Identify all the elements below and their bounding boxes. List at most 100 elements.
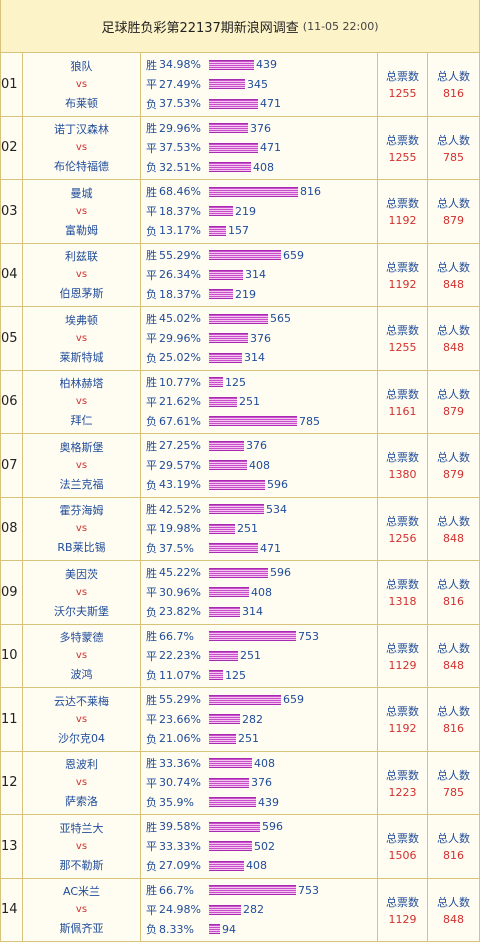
stat-bar	[209, 162, 251, 173]
stat-percent: 37.53%	[159, 141, 201, 155]
away-team-link[interactable]: 富勒姆	[65, 223, 98, 237]
match-row: 13 亚特兰大 vs 那不勒斯 胜 39.58% 596 平 33.33% 50…	[1, 815, 479, 879]
total-votes-label: 总票数	[386, 451, 419, 465]
vs-label: vs	[75, 904, 88, 916]
away-team-link[interactable]: 斯佩齐亚	[59, 922, 104, 936]
stat-bar	[209, 631, 296, 642]
home-team-link[interactable]: 埃弗顿	[65, 313, 98, 327]
match-number: 11	[1, 688, 23, 751]
stat-lose: 负 25.02% 314	[146, 349, 377, 367]
title-text: 足球胜负彩第22137期新浪网调查	[101, 20, 299, 36]
away-team-link[interactable]: 布伦特福德	[54, 160, 109, 174]
away-team-link[interactable]: 波鸿	[70, 668, 93, 682]
home-team-link[interactable]: 利兹联	[65, 250, 98, 264]
away-team-link[interactable]: RB莱比锡	[57, 541, 106, 555]
total-people-label: 总人数	[437, 514, 470, 528]
total-votes-label: 总票数	[386, 768, 419, 782]
stat-draw: 平 23.66% 282	[146, 710, 377, 728]
away-team-link[interactable]: 沃尔夫斯堡	[54, 604, 109, 618]
total-people: 总人数 848	[428, 879, 479, 942]
vs-label: vs	[75, 205, 88, 217]
home-team-link[interactable]: 柏林赫塔	[59, 377, 104, 391]
stat-count: 376	[250, 331, 271, 345]
stat-percent: 68.46%	[159, 185, 201, 199]
total-people: 总人数 816	[428, 561, 479, 624]
total-people: 总人数 879	[428, 180, 479, 243]
stat-count: 125	[225, 375, 246, 389]
home-team-link[interactable]: AC米兰	[62, 885, 100, 899]
stat-label: 平	[146, 713, 157, 727]
home-team-link[interactable]: 恩波利	[65, 758, 98, 772]
stat-bar	[209, 523, 235, 534]
match-row: 04 利兹联 vs 伯恩茅斯 胜 55.29% 659 平 26.34% 314…	[1, 243, 479, 307]
stat-count: 753	[298, 883, 319, 897]
stat-percent: 23.82%	[159, 605, 201, 619]
total-people: 总人数 848	[428, 307, 479, 370]
stat-label: 平	[146, 205, 157, 219]
stat-count: 659	[283, 248, 304, 262]
stat-bar	[209, 313, 268, 324]
total-people-value: 848	[443, 912, 464, 926]
stat-label: 胜	[146, 820, 157, 834]
match-stats: 胜 33.36% 408 平 30.74% 376 负 35.9% 439	[141, 751, 378, 814]
total-votes-label: 总票数	[386, 895, 419, 909]
stat-win: 胜 39.58% 596	[146, 818, 377, 836]
match-row: 11 云达不莱梅 vs 沙尔克04 胜 55.29% 659 平 23.66% …	[1, 688, 479, 752]
stat-percent: 37.53%	[159, 97, 201, 111]
stat-percent: 43.19%	[159, 478, 201, 492]
match-stats: 胜 66.7% 753 平 22.23% 251 负 11.07% 125	[141, 624, 378, 687]
stat-bar	[209, 377, 223, 388]
match-stats: 胜 68.46% 816 平 18.37% 219 负 13.17% 157	[141, 180, 378, 243]
stat-win: 胜 29.96% 376	[146, 119, 377, 137]
stat-label: 负	[146, 161, 157, 175]
stat-bar	[209, 606, 240, 617]
stat-label: 平	[146, 776, 157, 790]
away-team-link[interactable]: 萨索洛	[65, 795, 98, 809]
total-votes-value: 1256	[388, 531, 417, 545]
home-team-link[interactable]: 亚特兰大	[59, 821, 104, 835]
stat-count: 408	[251, 585, 272, 599]
home-team-link[interactable]: 狼队	[70, 59, 93, 73]
match-number: 09	[1, 561, 23, 624]
stat-count: 282	[242, 712, 263, 726]
home-team-link[interactable]: 霍芬海姆	[59, 504, 104, 518]
home-team-link[interactable]: 多特蒙德	[59, 631, 104, 645]
total-votes-value: 1192	[388, 277, 417, 291]
stat-bar	[209, 352, 242, 363]
away-team-link[interactable]: 莱斯特城	[59, 350, 104, 364]
stat-lose: 负 35.9% 439	[146, 793, 377, 811]
away-team-link[interactable]: 沙尔克04	[58, 731, 105, 745]
stat-label: 负	[146, 923, 157, 937]
away-team-link[interactable]: 布莱顿	[65, 96, 98, 110]
home-team-link[interactable]: 奥格斯堡	[59, 440, 104, 454]
away-team-link[interactable]: 那不勒斯	[59, 858, 104, 872]
away-team-link[interactable]: 伯恩茅斯	[59, 287, 104, 301]
home-team-link[interactable]: 曼城	[70, 186, 93, 200]
total-votes-label: 总票数	[386, 260, 419, 274]
stat-bar	[209, 142, 258, 153]
home-team-link[interactable]: 美因茨	[65, 567, 98, 581]
stat-label: 负	[146, 605, 157, 619]
away-team-link[interactable]: 法兰克福	[59, 477, 104, 491]
stat-bar	[209, 841, 252, 852]
stat-bar	[209, 123, 248, 134]
away-team-link[interactable]: 拜仁	[70, 414, 93, 428]
stat-count: 408	[249, 458, 270, 472]
stat-draw: 平 37.53% 471	[146, 139, 377, 157]
stat-lose: 负 67.61% 785	[146, 412, 377, 430]
stat-label: 胜	[146, 312, 157, 326]
stat-lose: 负 32.51% 408	[146, 158, 377, 176]
stat-label: 负	[146, 415, 157, 429]
home-team-link[interactable]: 云达不莱梅	[54, 694, 109, 708]
stat-percent: 42.52%	[159, 502, 201, 516]
match-teams: 恩波利 vs 萨索洛	[23, 751, 141, 814]
total-people: 总人数 848	[428, 625, 479, 688]
total-votes-value: 1255	[388, 341, 417, 355]
page-title: 足球胜负彩第22137期新浪网调查 (11-05 22:00)	[1, 0, 479, 53]
stat-count: 565	[270, 312, 291, 326]
stat-count: 439	[256, 58, 277, 72]
stat-bar	[209, 225, 226, 236]
match-teams: 利兹联 vs 伯恩茅斯	[23, 243, 141, 306]
home-team-link[interactable]: 诺丁汉森林	[54, 123, 109, 137]
stat-percent: 29.96%	[159, 121, 201, 135]
